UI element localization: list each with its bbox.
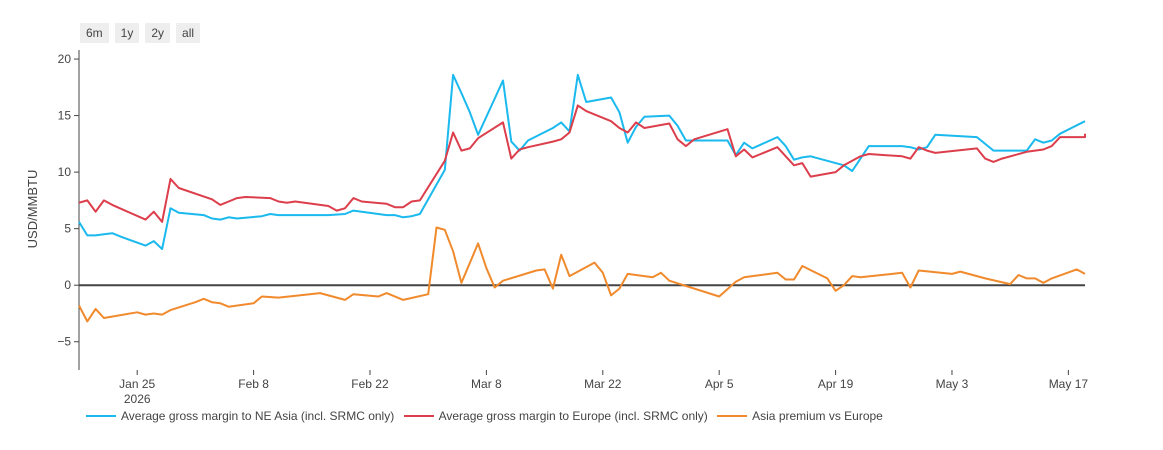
legend-label-ne-asia: Average gross margin to NE Asia (incl. S… <box>121 409 395 423</box>
range-button-all[interactable]: all <box>176 23 201 43</box>
y-tick-label: 0 <box>64 278 71 292</box>
x-tick-sublabel: 2026 <box>124 392 151 406</box>
range-button-2y[interactable]: 2y <box>145 23 171 43</box>
x-tick-label: Mar 22 <box>584 377 622 391</box>
x-tick-label: Jan 25 <box>119 377 155 391</box>
x-tick-label: Feb 8 <box>238 377 269 391</box>
y-axis-ticks: −5 0 5 10 15 20 <box>57 52 79 349</box>
series-layer <box>78 73 1086 323</box>
y-tick-label: −5 <box>57 335 71 349</box>
y-tick-label: 15 <box>58 109 72 123</box>
legend-label-europe: Average gross margin to Europe (incl. SR… <box>438 409 708 423</box>
series-line-asia-premium <box>78 226 1086 323</box>
range-button-6m[interactable]: 6m <box>80 23 109 43</box>
x-tick-label: Feb 22 <box>351 377 389 391</box>
range-selector: 6m 1y 2y all <box>80 23 201 43</box>
legend-item-asia-premium[interactable]: Asia premium vs Europe <box>717 409 883 423</box>
y-axis-label: USD/MMBTU <box>25 170 40 249</box>
legend: Average gross margin to NE Asia (incl. S… <box>86 406 904 428</box>
series-line-ne-asia <box>78 73 1086 250</box>
series-line-europe <box>78 104 1086 223</box>
legend-swatch-europe <box>403 415 434 417</box>
x-tick-label: Mar 8 <box>471 377 502 391</box>
legend-item-europe[interactable]: Average gross margin to Europe (incl. SR… <box>403 409 708 423</box>
x-tick-label: May 17 <box>1049 377 1089 391</box>
legend-label-asia-premium: Asia premium vs Europe <box>752 409 883 423</box>
range-button-1y[interactable]: 1y <box>114 23 140 43</box>
y-tick-label: 5 <box>64 222 71 236</box>
x-tick-label: May 3 <box>936 377 969 391</box>
y-tick-label: 20 <box>58 52 72 66</box>
x-tick-label: Apr 19 <box>818 377 854 391</box>
legend-swatch-ne-asia <box>86 415 116 417</box>
legend-swatch-asia-premium <box>717 415 748 417</box>
x-tick-label: Apr 5 <box>705 377 734 391</box>
y-tick-label: 10 <box>58 165 72 179</box>
legend-item-ne-asia[interactable]: Average gross margin to NE Asia (incl. S… <box>86 409 394 423</box>
